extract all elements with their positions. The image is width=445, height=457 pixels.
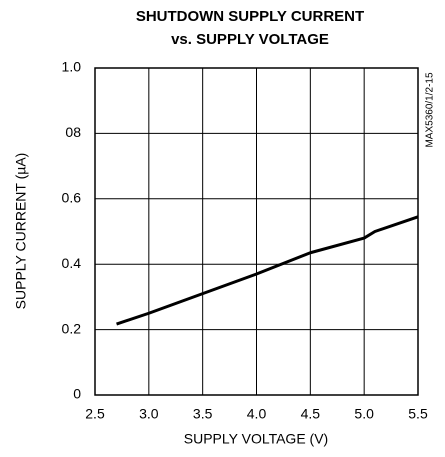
x-tick-label: 4.5 (301, 406, 321, 422)
y-tick-label: 0.6 (62, 190, 82, 206)
x-axis-label: SUPPLY VOLTAGE (V) (184, 431, 328, 447)
y-tick-label: 08 (65, 124, 81, 140)
plot-frame (94, 67, 419, 396)
x-tick-label: 3.0 (139, 406, 159, 422)
chart-subtitle: vs. SUPPLY VOLTAGE (171, 31, 329, 48)
x-tick-label: 5.5 (408, 406, 428, 422)
data-line (116, 215, 419, 326)
y-tick-label: 0 (73, 386, 81, 402)
chart-title: SHUTDOWN SUPPLY CURRENT (136, 8, 364, 25)
x-tick-label: 2.5 (85, 406, 105, 422)
x-tick-label: 5.0 (354, 406, 374, 422)
y-tick-label: 1.0 (62, 59, 82, 75)
x-tick-label: 4.0 (247, 406, 267, 422)
part-number-note: MAX5360/1/2-15 (425, 72, 436, 147)
x-tick-label: 3.5 (193, 406, 213, 422)
y-tick-label: 0.2 (62, 320, 82, 336)
y-axis-label: SUPPLY CURRENT (µA) (13, 153, 29, 310)
y-tick-label: 0.4 (62, 255, 82, 271)
